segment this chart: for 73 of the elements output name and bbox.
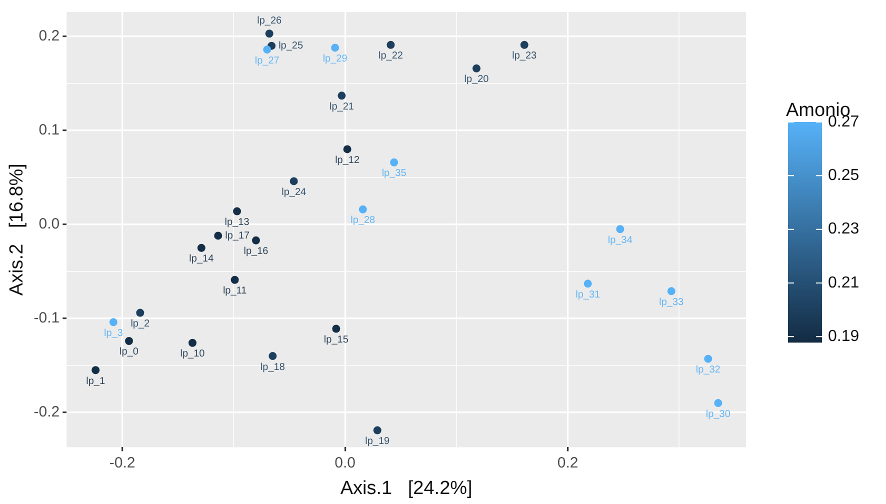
x-tick-label: 0.2 bbox=[557, 454, 578, 472]
annotation: lp_27 bbox=[254, 55, 280, 66]
annotation: lp_1 bbox=[86, 376, 106, 387]
annotation: lp_29 bbox=[322, 53, 348, 64]
annotation: lp_19 bbox=[365, 436, 390, 448]
annotation: lp_34 bbox=[608, 234, 633, 246]
annotation: lp_32 bbox=[696, 364, 721, 376]
y-tick-label: -0.2 bbox=[34, 404, 60, 421]
y-tick-label: 0.1 bbox=[38, 122, 60, 139]
point bbox=[714, 399, 722, 408]
annotation: lp_18 bbox=[260, 362, 286, 373]
color-bar-label: 0.19 bbox=[828, 328, 860, 346]
y-tick-label: 0.0 bbox=[38, 216, 60, 233]
annotation: lp_2 bbox=[130, 318, 150, 330]
annotation: lp_28 bbox=[350, 215, 376, 226]
point bbox=[214, 232, 222, 240]
y-axis-title: Axis.2 [16.8%] bbox=[6, 164, 28, 296]
y-tick-label: -0.1 bbox=[34, 310, 60, 327]
color-bar-label: 0.23 bbox=[828, 220, 860, 238]
point bbox=[125, 336, 134, 345]
y-tick-label: 0.2 bbox=[38, 28, 60, 45]
point bbox=[338, 92, 346, 100]
point bbox=[331, 44, 340, 52]
point bbox=[268, 352, 277, 360]
point bbox=[386, 40, 395, 49]
annotation: lp_12 bbox=[335, 154, 360, 166]
point bbox=[332, 324, 340, 333]
annotation: lp_14 bbox=[189, 254, 214, 265]
annotation: lp_3 bbox=[104, 328, 124, 339]
annotation: lp_24 bbox=[282, 186, 307, 198]
annotation: lp_20 bbox=[464, 74, 490, 86]
annotation: lp_16 bbox=[244, 246, 269, 258]
annotation: lp_33 bbox=[659, 296, 684, 308]
point bbox=[520, 40, 528, 49]
point bbox=[197, 244, 206, 252]
point bbox=[252, 236, 260, 244]
x-tick-label: 0.0 bbox=[334, 454, 356, 472]
annotation: lp_31 bbox=[576, 289, 601, 300]
point bbox=[584, 280, 592, 288]
point bbox=[290, 177, 298, 186]
point bbox=[92, 366, 100, 374]
point bbox=[230, 276, 239, 284]
color-bar-label: 0.25 bbox=[828, 167, 860, 184]
point bbox=[358, 205, 367, 214]
point bbox=[343, 145, 352, 154]
annotation: lp_30 bbox=[706, 408, 731, 420]
annotation: lp_25 bbox=[278, 40, 304, 52]
point bbox=[390, 158, 398, 166]
annotation: lp_13 bbox=[224, 217, 250, 228]
point bbox=[265, 30, 274, 38]
annotation: lp_10 bbox=[180, 348, 206, 360]
annotation: lp_22 bbox=[378, 50, 404, 62]
annotation: lp_0 bbox=[120, 346, 139, 358]
annotation: lp_35 bbox=[382, 168, 407, 180]
x-tick-label: -0.2 bbox=[109, 454, 136, 472]
annotation: lp_21 bbox=[329, 101, 354, 112]
color-bar-label: 0.21 bbox=[828, 274, 860, 292]
point bbox=[188, 338, 196, 347]
annotation: lp_15 bbox=[324, 334, 349, 346]
point bbox=[263, 46, 272, 54]
annotation: lp_17 bbox=[225, 230, 250, 242]
point bbox=[136, 308, 144, 317]
annotation: lp_11 bbox=[222, 286, 248, 297]
point bbox=[616, 225, 624, 234]
point bbox=[472, 64, 480, 72]
x-axis-title: Axis.1 [24.2%] bbox=[340, 478, 472, 499]
point bbox=[109, 318, 118, 326]
point bbox=[233, 207, 242, 216]
point bbox=[704, 354, 712, 363]
annotation: lp_26 bbox=[257, 15, 282, 26]
annotation: lp_23 bbox=[512, 50, 538, 62]
point bbox=[373, 426, 382, 434]
point bbox=[667, 287, 676, 296]
